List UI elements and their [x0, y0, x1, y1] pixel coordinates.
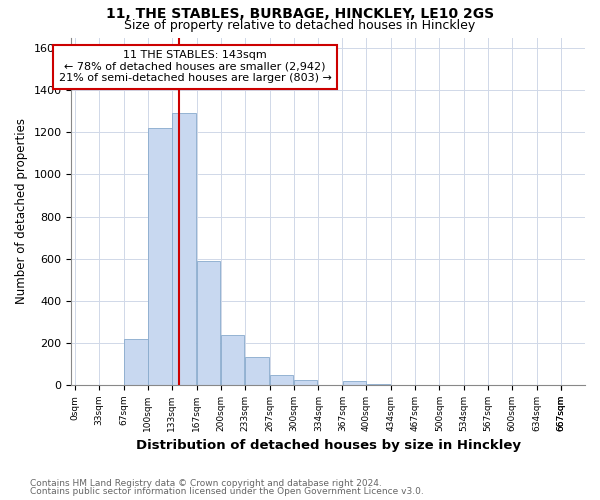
- Bar: [197, 261, 220, 385]
- Text: Contains HM Land Registry data © Crown copyright and database right 2024.: Contains HM Land Registry data © Crown c…: [30, 478, 382, 488]
- Text: 11 THE STABLES: 143sqm
← 78% of detached houses are smaller (2,942)
21% of semi-: 11 THE STABLES: 143sqm ← 78% of detached…: [59, 50, 332, 84]
- Text: Contains public sector information licensed under the Open Government Licence v3: Contains public sector information licen…: [30, 487, 424, 496]
- Bar: [270, 374, 293, 385]
- X-axis label: Distribution of detached houses by size in Hinckley: Distribution of detached houses by size …: [136, 440, 521, 452]
- Text: Size of property relative to detached houses in Hinckley: Size of property relative to detached ho…: [124, 18, 476, 32]
- Bar: [294, 380, 317, 385]
- Text: 11, THE STABLES, BURBAGE, HINCKLEY, LE10 2GS: 11, THE STABLES, BURBAGE, HINCKLEY, LE10…: [106, 8, 494, 22]
- Bar: [172, 114, 196, 385]
- Bar: [367, 384, 390, 385]
- Bar: [148, 128, 172, 385]
- Bar: [343, 381, 366, 385]
- Bar: [245, 356, 269, 385]
- Bar: [124, 338, 148, 385]
- Y-axis label: Number of detached properties: Number of detached properties: [15, 118, 28, 304]
- Bar: [221, 334, 244, 385]
